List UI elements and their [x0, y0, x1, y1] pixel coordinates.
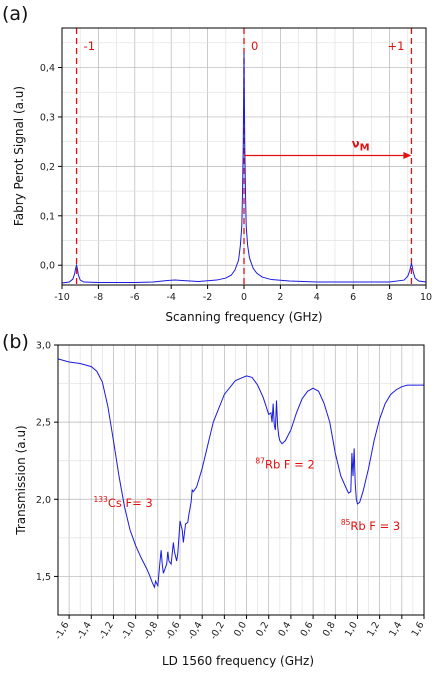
x-tick-label: 0,8 — [321, 620, 338, 639]
x-tick-label: -1,6 — [53, 620, 72, 642]
x-tick-label: 6 — [350, 292, 356, 303]
x-tick-label: -1,4 — [75, 620, 94, 642]
x-tick-label: 10 — [420, 292, 432, 303]
panel-b-frame — [57, 344, 425, 616]
panel-a-order-lines: -1 0 +1 — [75, 28, 413, 285]
x-tick-label: -0,6 — [164, 620, 183, 642]
y-tick-label: 1,5 — [36, 572, 51, 583]
y-tick-label: 2,0 — [36, 495, 51, 506]
panel-b-series-line — [57, 358, 424, 589]
x-tick-label: 0,6 — [299, 620, 316, 639]
x-tick-label: 0,2 — [254, 620, 271, 639]
y-tick-label: 0,4 — [40, 63, 55, 74]
order-label: -1 — [84, 39, 95, 53]
x-tick-label: -0,4 — [186, 620, 205, 642]
y-tick-label: 0,2 — [40, 162, 55, 173]
x-tick-label: -4 — [166, 292, 175, 303]
x-tick-label: 4 — [314, 292, 320, 303]
isotope-annotation: 85Rb F = 3 — [341, 518, 400, 533]
x-tick-label: -1,0 — [119, 620, 138, 642]
arrow-head — [403, 152, 412, 160]
isotope-annotation: 87Rb F = 2 — [255, 456, 314, 471]
panel-b-label: (b) — [2, 331, 29, 353]
x-tick-label: -8 — [94, 292, 103, 303]
panel-a-label: (a) — [2, 3, 28, 25]
panel-a-x-axis-title: Scanning frequency (GHz) — [165, 310, 322, 324]
x-tick-label: -2 — [203, 292, 212, 303]
arrow-label: νM — [352, 137, 370, 154]
panel-a-y-axis-title: Fabry Perot Signal (a.u) — [12, 86, 26, 226]
x-tick-label: -6 — [130, 292, 139, 303]
y-tick-label: 0,0 — [40, 261, 55, 272]
x-tick-label: -0,8 — [142, 620, 161, 642]
panel-a-series-line — [61, 52, 427, 284]
x-tick-label: 1,4 — [387, 620, 404, 639]
panel-a-x-ticks: -10 -8 -6 -4 -2 0 2 4 6 8 10 — [54, 285, 432, 303]
panel-a: (a) -1 0 +1 νM -10 -8 -6 -4 -2 0 2 4 6 8 10 0,00,10,… — [2, 3, 432, 324]
x-tick-label: 0 — [241, 292, 247, 303]
panel-a-y-ticks: 0,0 0,1 0,2 0,3 0,4 — [40, 63, 62, 272]
x-tick-label: -1,2 — [97, 620, 116, 642]
x-tick-label: 0,4 — [276, 620, 293, 639]
panel-a-fsr-arrow: νM — [244, 137, 412, 160]
panel-b-x-ticks: -1,6 -1,4 -1,2 -1,0 -0,8 -0,6 -0,4 -0,2 0,0 0,2 0,… — [53, 615, 427, 642]
x-tick-label: 2 — [277, 292, 283, 303]
order-label: 0 — [251, 39, 258, 53]
panel-b-x-axis-title: LD 1560 frequency (GHz) — [162, 654, 314, 668]
y-tick-label: 0,3 — [40, 112, 55, 123]
panel-b-y-axis-title: Transmission (a.u) — [14, 425, 28, 535]
y-tick-label: 2,5 — [36, 418, 51, 429]
x-tick-label: -0,2 — [208, 620, 227, 642]
order-label: +1 — [387, 39, 404, 53]
x-tick-label: 0,0 — [232, 620, 249, 639]
y-tick-label: 3,0 — [36, 341, 51, 352]
isotope-annotation: 133Cs F= 3 — [93, 495, 152, 510]
panel-b-y-ticks: 1,5 2,0 2,5 3,0 — [36, 341, 58, 583]
x-tick-label: -10 — [54, 292, 70, 303]
panel-b-plot-area — [58, 345, 424, 615]
x-tick-label: 1,2 — [365, 620, 382, 639]
y-tick-label: 0,1 — [40, 211, 55, 222]
x-tick-label: 1,0 — [343, 620, 360, 639]
panel-b-annotations: 133Cs F= 3 87Rb F = 2 85Rb F = 3 — [93, 456, 400, 533]
x-tick-label: 8 — [387, 292, 393, 303]
x-tick-label: 1,6 — [410, 620, 427, 639]
